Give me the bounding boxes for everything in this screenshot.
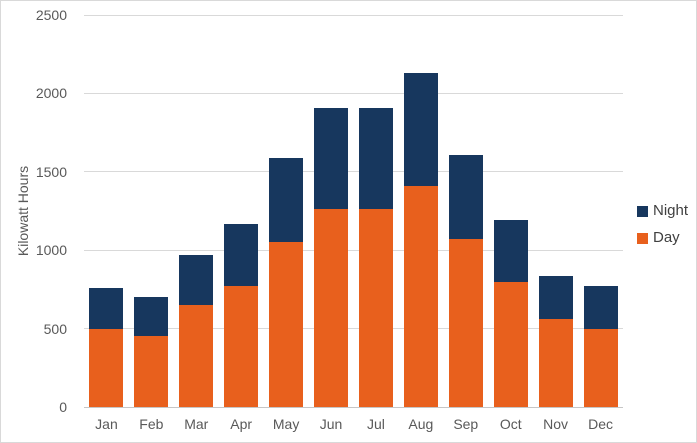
gridline [84,14,623,16]
bar-segment-day-feb [134,335,169,407]
y-tick-label: 1500 [35,163,67,180]
x-tick-label-jun: Jun [319,416,343,432]
legend-label-night: Night [653,202,689,219]
legend-swatch-night [637,205,648,217]
x-tick-label-jan: Jan [95,416,118,432]
bar-segment-night-feb [134,297,169,336]
bar-segment-night-mar [179,254,214,306]
legend-swatch-day [637,232,648,244]
x-axis-line [84,406,623,408]
y-tick-label: 500 [43,320,67,337]
bar-segment-day-jun [314,209,349,407]
gridline [84,249,623,251]
x-tick-label-aug: Aug [408,416,434,432]
gridline [84,171,623,173]
x-tick-label-may: May [272,416,300,432]
bar-segment-day-jul [358,209,393,407]
bar-segment-night-dec [583,286,618,329]
legend-item-night: Night [637,203,688,219]
bar-segment-night-may [269,157,304,243]
bar-segment-day-aug [403,185,438,407]
x-tick-label-jul: Jul [367,416,385,432]
gridline [84,92,623,94]
bar-segment-night-apr [224,223,259,287]
legend: Night Day [637,203,688,257]
gridline [84,328,623,330]
x-tick-label-dec: Dec [588,416,613,432]
bar-segment-day-mar [179,305,214,407]
bar-segment-day-jan [89,328,124,407]
y-tick-label: 2000 [35,85,67,102]
bar-segment-day-dec [583,328,618,407]
bar-segment-day-may [269,242,304,407]
y-tick-label: 1000 [35,242,67,259]
x-tick-label-apr: Apr [230,416,253,432]
bar-segment-day-sep [448,239,483,407]
bar-segment-night-nov [538,276,573,320]
x-tick-label-mar: Mar [184,416,209,432]
bar-segment-day-apr [224,286,259,407]
x-tick-label-nov: Nov [543,416,569,432]
bar-segment-day-oct [493,281,528,407]
x-tick-label-oct: Oct [499,416,522,432]
y-tick-label: 0 [59,399,67,415]
legend-label-day: Day [653,229,680,246]
bar-segment-night-aug [403,73,438,186]
bar-segment-night-sep [448,154,483,240]
bar-segment-day-nov [538,319,573,407]
legend-item-day: Day [637,230,688,246]
x-tick-label-feb: Feb [139,416,164,432]
bar-segment-night-jul [358,107,393,210]
bar-segment-night-oct [493,220,528,282]
y-axis-title: Kilowatt Hours [15,165,32,257]
y-tick-label: 2500 [35,7,67,23]
x-tick-label-sep: Sep [453,416,479,432]
y-axis-title-wrap: Kilowatt Hours [9,15,37,407]
bar-segment-night-jun [314,107,349,210]
bar-segment-night-jan [89,287,124,329]
